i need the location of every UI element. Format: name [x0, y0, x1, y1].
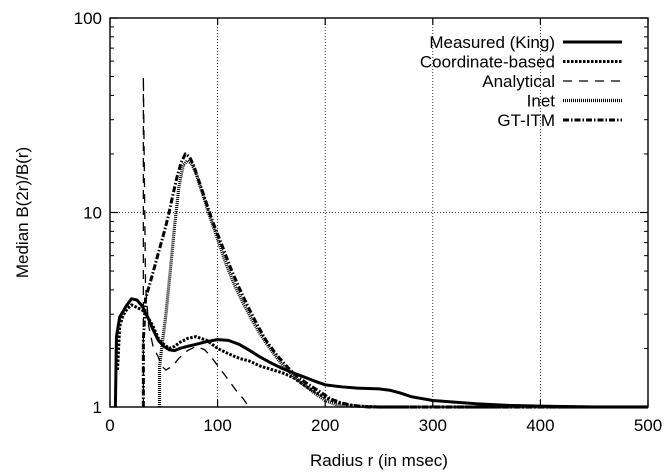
x-tick-label: 0	[105, 416, 114, 435]
x-tick-label: 100	[203, 416, 231, 435]
legend-label-gt-itm: GT-ITM	[497, 111, 555, 130]
x-axis-label: Radius r (in msec)	[310, 451, 448, 470]
legend-label-analytical: Analytical	[482, 72, 555, 91]
series-line-gt-itm	[141, 152, 648, 409]
y-tick-label: 10	[83, 204, 102, 223]
axis-ticks: 0 100 200 300 400 500 1 10 100	[74, 9, 663, 435]
x-tick-label: 300	[419, 416, 447, 435]
x-tick-label: 200	[311, 416, 339, 435]
legend-label-measured-king: Measured (King)	[429, 33, 555, 52]
legend-label-coordinate-based: Coordinate-based	[420, 53, 555, 72]
plot-series	[113, 75, 648, 409]
legend-label-inet: Inet	[527, 92, 556, 111]
y-tick-label: 100	[74, 9, 102, 28]
legend: Measured (King)Coordinate-basedAnalytica…	[420, 33, 622, 130]
series-line-analytical	[142, 75, 252, 408]
grid	[110, 18, 648, 407]
series-line-inet	[157, 158, 648, 409]
y-axis-label: Median B(2r)/B(r)	[13, 147, 32, 278]
x-tick-label: 500	[634, 416, 662, 435]
x-tick-label: 400	[526, 416, 554, 435]
series-line-coordinate-based	[116, 303, 648, 409]
y-tick-label: 1	[93, 398, 102, 417]
